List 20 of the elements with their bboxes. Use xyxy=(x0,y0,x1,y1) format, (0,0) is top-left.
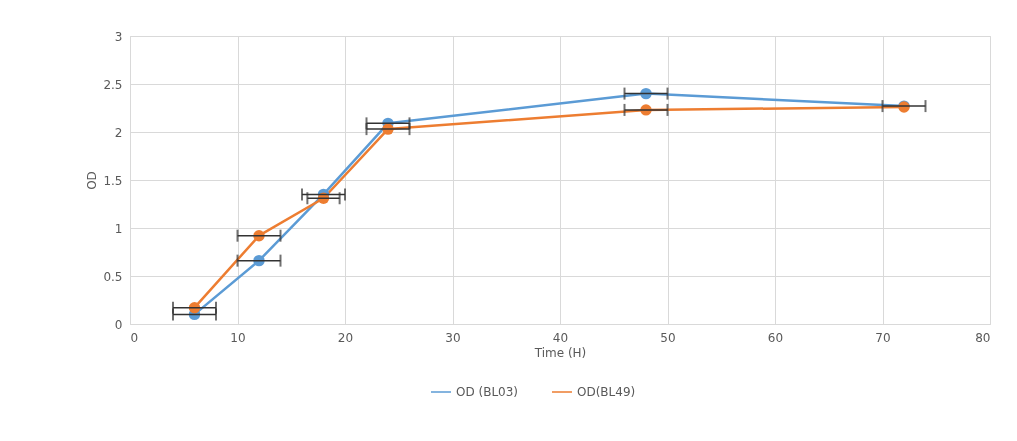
x-tick-label: 20 xyxy=(337,330,354,345)
y-tick-label: 1 xyxy=(114,221,123,236)
x-tick-label: 50 xyxy=(660,330,676,345)
x-tick-label: 10 xyxy=(230,330,246,345)
x-axis-title: Time (H) xyxy=(533,345,587,360)
y-tick-label: 1.5 xyxy=(103,173,123,188)
y-tick-label: 2 xyxy=(114,125,123,140)
y-tick-label: 3 xyxy=(114,29,123,44)
y-tick-label: 0.5 xyxy=(103,269,123,284)
legend-label: OD (BL03) xyxy=(456,385,519,399)
x-tick-label: 80 xyxy=(975,330,991,345)
y-tick-label: 2.5 xyxy=(103,77,123,92)
x-tick-label: 70 xyxy=(875,330,891,345)
x-tick-label: 30 xyxy=(445,330,461,345)
y-tick-label: 0 xyxy=(114,317,123,332)
legend-label: OD(BL49) xyxy=(577,385,636,399)
x-tick-label: 0 xyxy=(130,330,139,345)
x-tick-label: 40 xyxy=(552,330,569,345)
y-axis-title: OD xyxy=(85,171,100,190)
x-tick-label: 60 xyxy=(767,330,784,345)
